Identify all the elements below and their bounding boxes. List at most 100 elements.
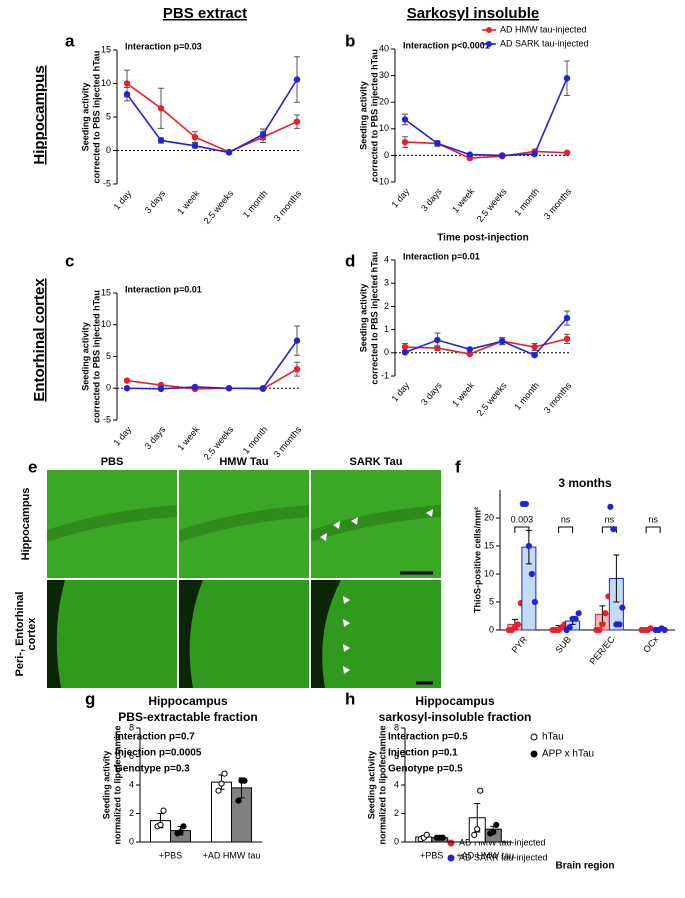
data-point xyxy=(157,137,165,144)
data-point xyxy=(259,131,267,138)
arrowhead xyxy=(333,521,340,529)
annotation: Interaction p<0.0001 xyxy=(403,40,490,50)
column-title: SARK Tau xyxy=(350,456,403,468)
series-line xyxy=(404,317,568,357)
significance-label: ns xyxy=(648,514,658,524)
y-tick-label: 0 xyxy=(106,383,111,393)
x-tick-label: +AD HMW tau xyxy=(456,850,514,860)
y-tick-label: 4 xyxy=(129,779,134,789)
data-point xyxy=(572,615,579,622)
data-point xyxy=(123,385,131,392)
data-point xyxy=(531,150,538,158)
data-point xyxy=(466,350,473,358)
data-point xyxy=(596,626,603,634)
x-tick-label: PER/EC xyxy=(588,634,618,666)
chart-title: Hippocampus xyxy=(148,694,228,708)
data-point xyxy=(434,140,441,147)
annotation: Genotype p=0.3 xyxy=(115,764,190,775)
x-tick-label: 1 week xyxy=(175,188,201,217)
panel-letter: c xyxy=(65,251,74,270)
y-tick-label: 15 xyxy=(101,287,111,297)
data-point xyxy=(619,604,626,611)
data-point xyxy=(563,75,571,82)
data-point xyxy=(647,625,654,632)
x-tick-label: +PBS xyxy=(420,850,443,860)
y-axis-label: normalized to lipofectamine xyxy=(377,725,387,844)
data-point xyxy=(528,570,535,578)
series-line xyxy=(126,340,298,390)
x-tick-label: 2.5 weeks xyxy=(475,380,509,418)
data-point xyxy=(602,610,609,617)
y-tick-label: 8 xyxy=(129,722,134,732)
y-tick-label: 15 xyxy=(101,44,111,54)
data-point xyxy=(610,526,617,533)
y-tick-label: 10 xyxy=(101,78,111,88)
data-point xyxy=(563,335,571,343)
x-tick-label: +AD HMW tau xyxy=(203,850,261,860)
error-bar xyxy=(613,554,620,603)
series-line xyxy=(404,77,568,157)
cell-layer xyxy=(311,505,441,542)
data-point xyxy=(607,503,614,510)
y-tick-label: 4 xyxy=(384,254,389,264)
legend-marker xyxy=(447,854,455,862)
panel-letter: a xyxy=(65,31,75,50)
y-tick-label: 0 xyxy=(489,624,494,634)
data-point xyxy=(215,787,222,794)
x-tick-label: 2.5 weeks xyxy=(475,186,509,224)
x-tick-label: 3 days xyxy=(419,380,444,407)
y-tick-label: 5 xyxy=(106,351,111,361)
y-tick-label: 4 xyxy=(394,779,399,789)
annotation: Interaction p=0.01 xyxy=(403,251,480,261)
significance-label: 0.003 xyxy=(511,514,534,524)
y-axis-label: Seeding activity xyxy=(366,751,376,820)
y-tick-label: 2 xyxy=(394,808,399,818)
y-tick-label: -10 xyxy=(376,176,389,186)
y-tick-label: 20 xyxy=(484,512,494,522)
data-point xyxy=(191,142,199,150)
y-tick-label: 6 xyxy=(129,751,134,761)
x-tick-label: 1 month xyxy=(241,424,270,455)
tissue-edge xyxy=(311,580,341,688)
panel-letter: d xyxy=(345,251,355,270)
data-point xyxy=(566,624,573,631)
row-title: cortex xyxy=(26,617,38,651)
y-tick-label: 0 xyxy=(384,150,389,160)
y-axis-label: corrected to PBS injected hTau xyxy=(91,51,101,184)
data-point xyxy=(191,383,199,391)
tissue-edge xyxy=(47,580,65,688)
row-title: Hippocampus xyxy=(20,488,32,561)
x-tick-label: 3 months xyxy=(542,380,574,415)
x-tick-label: 1 month xyxy=(512,380,541,411)
data-point xyxy=(225,385,233,392)
micrograph xyxy=(179,580,309,688)
x-tick-label: 1 day xyxy=(112,424,134,448)
arrowhead xyxy=(320,533,327,541)
data-point xyxy=(221,770,228,777)
x-tick-label: 1 month xyxy=(241,188,270,219)
series-line xyxy=(126,79,298,154)
x-tick-label: 1 month xyxy=(512,186,541,217)
data-point xyxy=(293,337,301,344)
data-point xyxy=(423,831,430,838)
data-point xyxy=(235,797,242,804)
data-point xyxy=(218,780,225,787)
data-point xyxy=(471,831,478,838)
y-tick-label: 0 xyxy=(384,347,389,357)
column-header: Sarkosyl insoluble xyxy=(407,5,540,22)
x-tick-label: 1 day xyxy=(390,186,412,210)
legend-label: AD SARK tau-injected xyxy=(459,852,548,862)
y-tick-label: 0 xyxy=(106,145,111,155)
data-point xyxy=(225,149,233,156)
data-point xyxy=(522,500,529,508)
data-point xyxy=(499,338,506,345)
y-axis-label: Seeding activity xyxy=(80,83,90,152)
data-point xyxy=(293,76,301,83)
legend-marker xyxy=(486,27,492,33)
significance-label: ns xyxy=(605,514,615,524)
x-tick-label: 1 day xyxy=(112,188,134,212)
x-tick-label: PYR xyxy=(510,634,530,655)
panel-letter: h xyxy=(345,689,355,708)
column-header: PBS extract xyxy=(163,5,247,22)
data-point xyxy=(241,777,248,784)
